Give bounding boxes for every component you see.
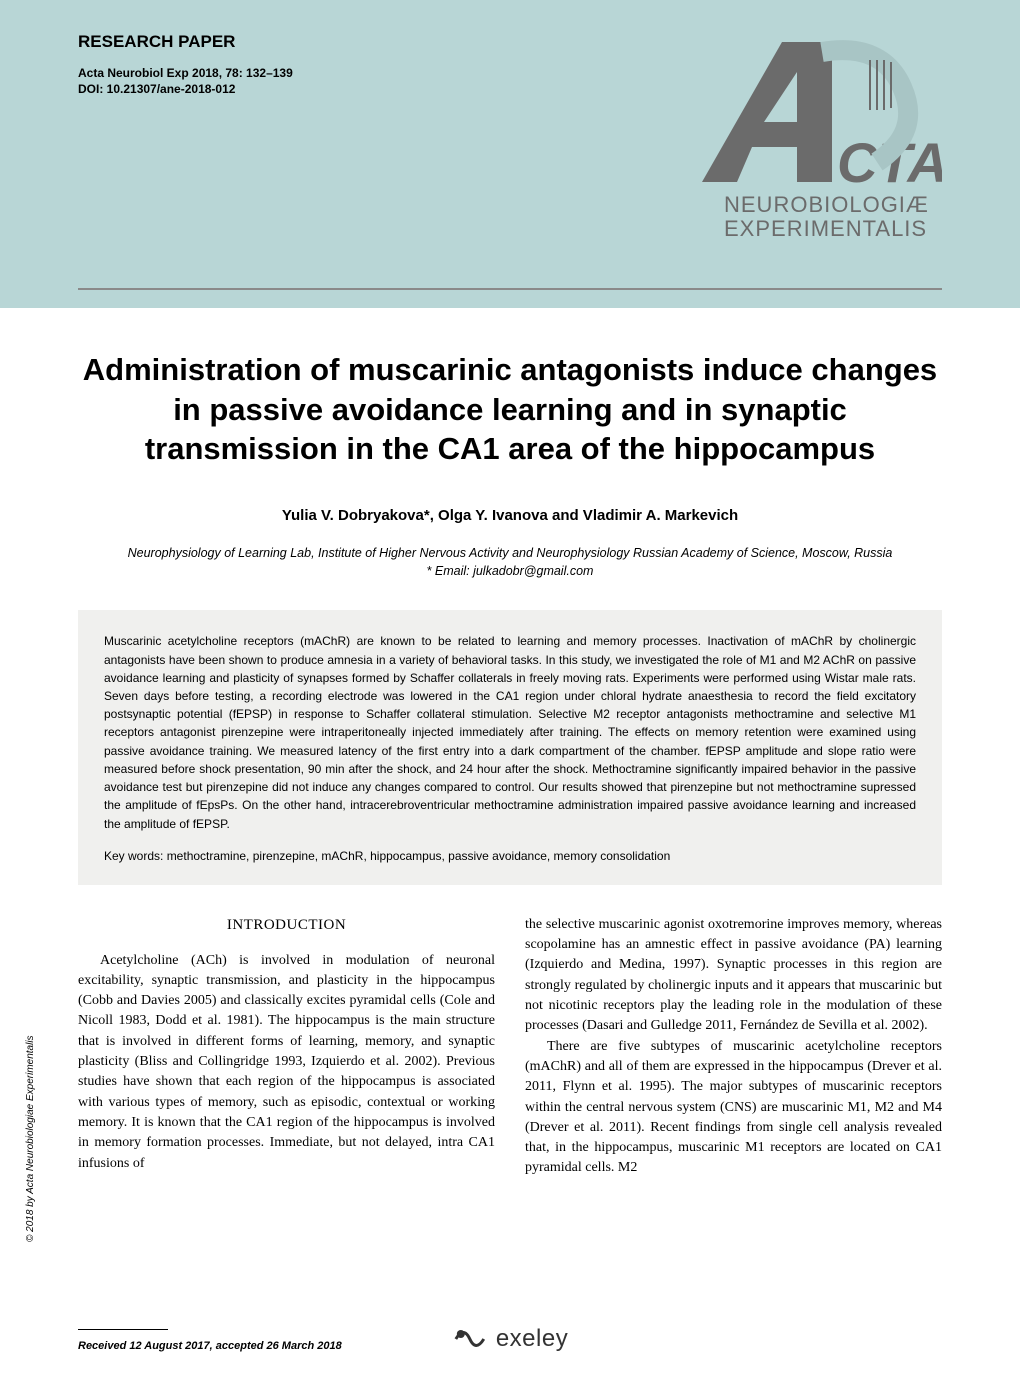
publisher-name: exeley xyxy=(496,1325,568,1353)
journal-logo: CTA NEUROBIOLOGIÆ EXPERIMENTALIS xyxy=(682,32,942,252)
header-block: RESEARCH PAPER Acta Neurobiol Exp 2018, … xyxy=(0,0,1020,308)
received-date: Received 12 August 2017, accepted 26 Mar… xyxy=(78,1340,342,1352)
svg-text:NEUROBIOLOGIÆ: NEUROBIOLOGIÆ xyxy=(724,192,929,217)
copyright-notice: © 2018 by Acta Neurobiologiae Experiment… xyxy=(25,1035,36,1242)
publisher-logo: exeley xyxy=(452,1324,568,1354)
exeley-icon xyxy=(452,1324,488,1354)
abstract-text: Muscarinic acetylcholine receptors (mACh… xyxy=(104,632,916,833)
abstract-box: Muscarinic acetylcholine receptors (mACh… xyxy=(78,610,942,885)
authors: Yulia V. Dobryakova*, Olga Y. Ivanova an… xyxy=(78,507,942,524)
footer: Received 12 August 2017, accepted 26 Mar… xyxy=(78,1329,942,1354)
section-heading: INTRODUCTION xyxy=(78,915,495,937)
column-left: INTRODUCTION Acetylcholine (ACh) is invo… xyxy=(78,915,495,1179)
title-block: Administration of muscarinic antagonists… xyxy=(0,308,1020,580)
intro-paragraph-3: There are five subtypes of muscarinic ac… xyxy=(525,1037,942,1179)
article-title: Administration of muscarinic antagonists… xyxy=(78,350,942,469)
header-divider xyxy=(78,288,942,290)
column-right: the selective muscarinic agonist oxotrem… xyxy=(525,915,942,1179)
footer-rule xyxy=(78,1329,168,1330)
svg-text:EXPERIMENTALIS: EXPERIMENTALIS xyxy=(724,216,927,241)
intro-paragraph-1: Acetylcholine (ACh) is involved in modul… xyxy=(78,951,495,1174)
affiliation-text: Neurophysiology of Learning Lab, Institu… xyxy=(128,546,893,560)
corresponding-email: * Email: julkadobr@gmail.com xyxy=(427,564,594,578)
body-columns: INTRODUCTION Acetylcholine (ACh) is invo… xyxy=(0,885,1020,1179)
keywords: Key words: methoctramine, pirenzepine, m… xyxy=(104,849,916,863)
affiliation: Neurophysiology of Learning Lab, Institu… xyxy=(78,544,942,580)
intro-paragraph-2: the selective muscarinic agonist oxotrem… xyxy=(525,915,942,1037)
